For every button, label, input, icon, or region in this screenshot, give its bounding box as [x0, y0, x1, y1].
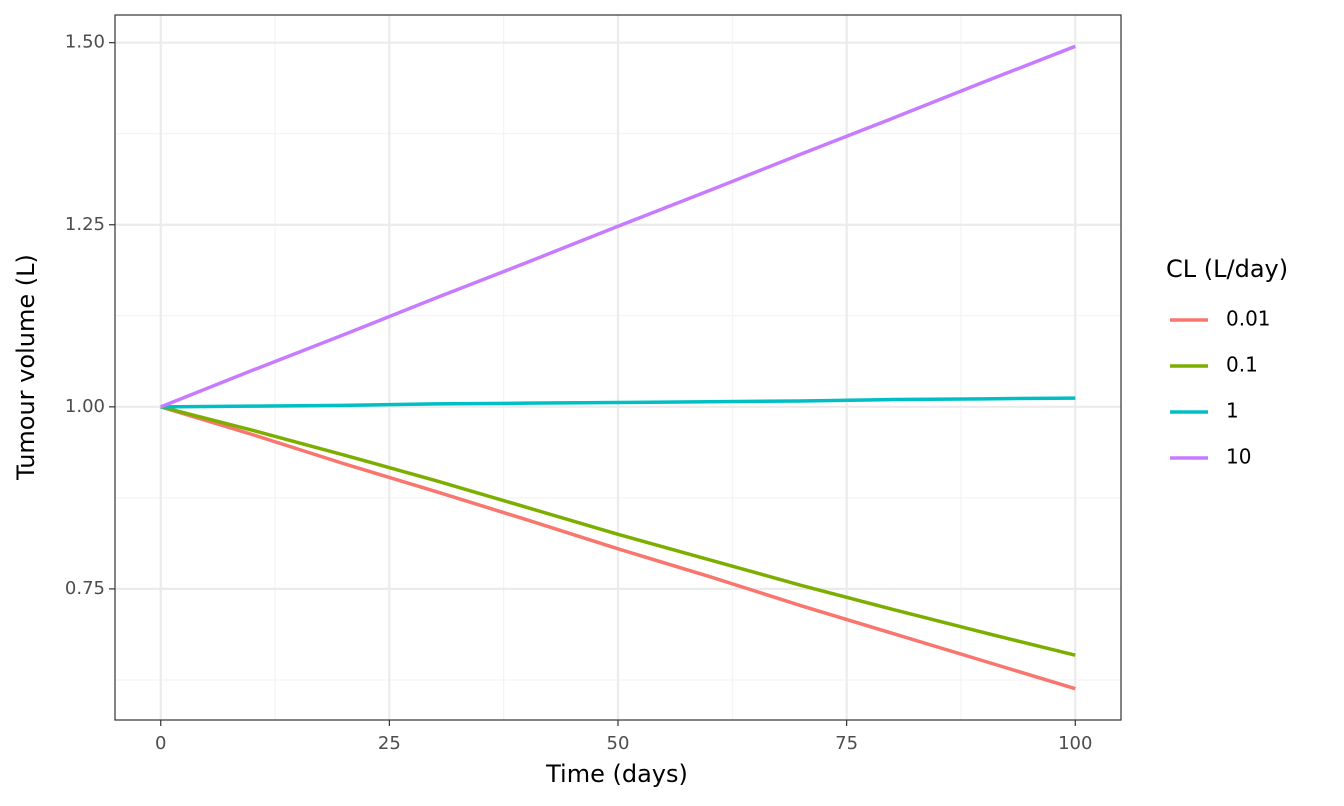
lines: [160, 44, 1076, 691]
legend-label: 1: [1226, 399, 1239, 423]
legend-label: 0.1: [1226, 353, 1258, 377]
x-tick-label: 75: [835, 733, 858, 754]
legend-label: 10: [1226, 445, 1251, 469]
legend: 0.01 0.1 1 10: [1170, 307, 1271, 469]
x-tick-label: 0: [155, 733, 166, 754]
y-tick-label: 1.00: [65, 396, 105, 417]
x-axis-title: Time (days): [545, 760, 688, 788]
series-line: [160, 396, 1076, 409]
legend-label: 0.01: [1226, 307, 1271, 331]
series-line: [160, 405, 1076, 657]
x-tick-label: 25: [378, 733, 401, 754]
x-tick-label: 100: [1058, 733, 1092, 754]
x-tick-label: 50: [607, 733, 630, 754]
series-line: [160, 44, 1076, 409]
y-tick-label: 0.75: [65, 578, 105, 599]
series-line: [160, 405, 1076, 691]
grid: [115, 15, 1121, 720]
y-tick-label: 1.25: [65, 214, 105, 235]
legend-title: CL (L/day): [1166, 255, 1288, 283]
y-tick-label: 1.50: [65, 32, 105, 53]
y-axis-title: Tumour volume (L): [12, 254, 40, 481]
axes: 0 25 50 75 100 0.75 1.00 1.25 1.50: [65, 32, 1093, 754]
